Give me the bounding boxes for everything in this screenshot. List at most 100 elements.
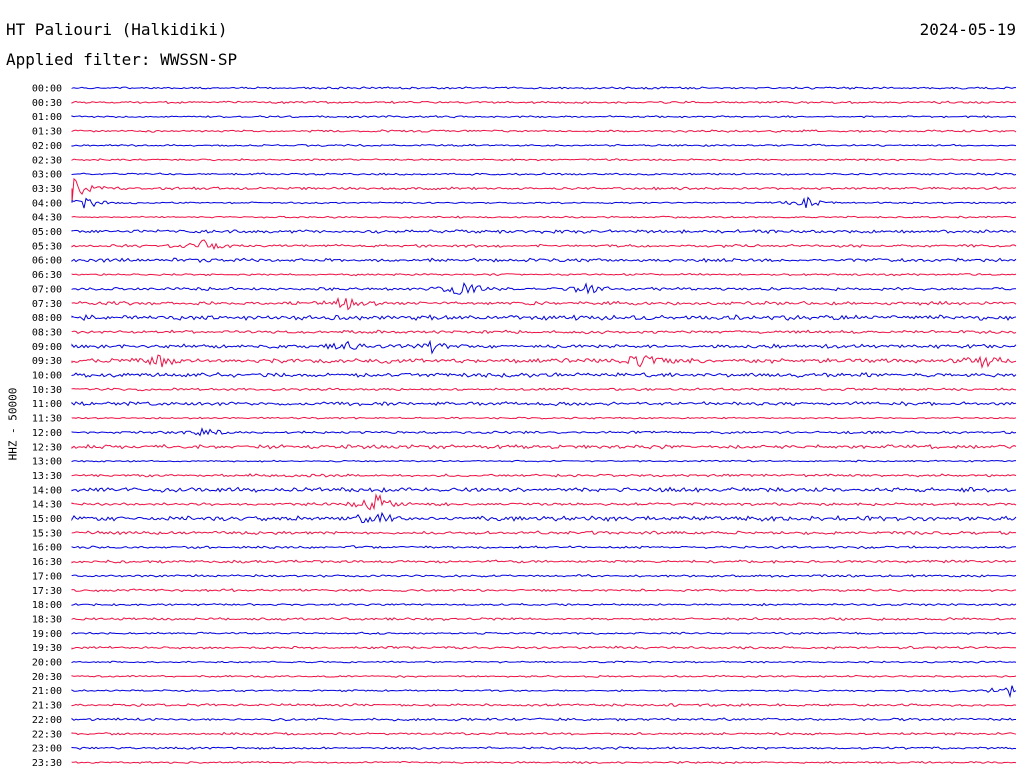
seismogram-trace [71, 588, 1017, 593]
row-time-label: 17:00 [32, 571, 62, 582]
row-time-label: 01:30 [32, 127, 62, 138]
row-time-label: 10:00 [32, 371, 62, 382]
seismogram-trace [71, 313, 1017, 322]
row-time-label: 19:30 [32, 643, 62, 654]
seismogram-trace [71, 674, 1017, 678]
seismogram-trace [71, 631, 1017, 635]
seismogram-trace [71, 493, 1017, 511]
seismogram-trace [71, 746, 1017, 750]
seismogram-trace [71, 215, 1017, 219]
row-time-label: 20:00 [32, 658, 62, 669]
seismogram-trace [71, 602, 1017, 607]
row-time-label: 09:30 [32, 356, 62, 367]
row-time-label: 12:00 [32, 428, 62, 439]
row-time-label: 09:00 [32, 342, 62, 353]
seismogram-trace [71, 645, 1017, 650]
row-time-label: 23:00 [32, 744, 62, 755]
row-time-label: 18:30 [32, 614, 62, 625]
row-time-label: 22:30 [32, 729, 62, 740]
seismogram-trace [71, 731, 1017, 736]
row-time-label: 20:30 [32, 672, 62, 683]
row-time-label: 07:30 [32, 299, 62, 310]
row-time-label: 01:00 [32, 112, 62, 123]
row-time-label: 16:30 [32, 557, 62, 568]
seismogram-trace [71, 401, 1017, 407]
seismogram-trace [71, 387, 1017, 392]
row-time-label: 15:00 [32, 514, 62, 525]
seismogram-trace [71, 372, 1017, 378]
row-time-label: 18:00 [32, 600, 62, 611]
row-time-label: 04:00 [32, 198, 62, 209]
row-time-label: 14:00 [32, 485, 62, 496]
seismogram-trace [71, 281, 1016, 295]
seismogram-trace [71, 239, 1017, 251]
row-time-label: 17:30 [32, 586, 62, 597]
row-time-label: 19:00 [32, 629, 62, 640]
seismogram-trace [71, 143, 1017, 147]
seismogram-trace [71, 685, 1017, 699]
row-time-label: 02:00 [32, 141, 62, 152]
seismogram-trace [71, 86, 1016, 90]
row-time-label: 14:30 [32, 500, 62, 511]
row-time-label: 06:00 [32, 256, 62, 267]
row-time-label: 15:30 [32, 528, 62, 539]
row-time-label: 21:00 [32, 686, 62, 697]
seismogram-trace [71, 717, 1016, 722]
row-time-label: 13:30 [32, 471, 62, 482]
row-time-label: 03:30 [32, 184, 62, 195]
seismogram-trace [71, 473, 1017, 478]
row-time-label: 05:30 [32, 241, 62, 252]
station-title: HT Paliouri (Halkidiki) [6, 20, 228, 39]
seismogram-trace [71, 530, 1017, 536]
row-time-label: 08:30 [32, 327, 62, 338]
row-time-label: 04:30 [32, 213, 62, 224]
filter-label: Applied filter: WWSSN-SP [6, 50, 238, 69]
row-time-label: 05:00 [32, 227, 62, 238]
seismogram-trace [71, 559, 1017, 564]
seismogram-trace [71, 257, 1017, 263]
seismogram-trace [71, 296, 1017, 311]
seismogram-trace [71, 511, 1017, 524]
row-time-label: 00:00 [32, 84, 62, 95]
seismogram-trace [71, 459, 1017, 463]
date-label: 2024-05-19 [919, 20, 1016, 39]
row-time-label: 10:30 [32, 385, 62, 396]
seismogram-trace [71, 660, 1017, 664]
seismogram-trace [71, 443, 1017, 450]
seismogram-trace [71, 229, 1017, 235]
row-time-label: 07:00 [32, 284, 62, 295]
seismogram-trace [71, 115, 1017, 119]
seismogram-trace [71, 177, 1017, 203]
seismogram-trace [71, 616, 1017, 622]
row-time-label: 12:30 [32, 442, 62, 453]
row-time-label: 03:00 [32, 170, 62, 181]
seismogram-trace [71, 573, 1017, 578]
row-time-label: 06:30 [32, 270, 62, 281]
row-time-label: 21:30 [32, 701, 62, 712]
row-time-label: 00:30 [32, 98, 62, 109]
row-time-label: 02:30 [32, 155, 62, 166]
seismogram-trace [71, 416, 1017, 420]
row-time-label: 11:00 [32, 399, 62, 410]
row-time-label: 08:00 [32, 313, 62, 324]
seismogram-trace [71, 545, 1017, 550]
row-time-label: 11:30 [32, 414, 62, 425]
row-time-label: 23:30 [32, 758, 62, 769]
seismogram-trace [71, 196, 1017, 209]
seismogram-trace [71, 129, 1017, 133]
seismogram-trace [71, 272, 1017, 277]
row-time-label: 22:00 [32, 715, 62, 726]
seismogram-trace [71, 703, 1017, 707]
row-time-label: 16:00 [32, 543, 62, 554]
seismogram-trace [71, 354, 1017, 370]
seismogram-trace [71, 329, 1017, 335]
seismogram-trace [71, 172, 1017, 176]
seismogram-trace [71, 760, 1017, 765]
seismogram-trace [71, 339, 1017, 355]
seismogram-trace [71, 486, 1017, 493]
seismogram-trace [71, 427, 1017, 437]
row-time-label: 13:00 [32, 457, 62, 468]
seismogram-trace [71, 100, 1017, 105]
seismogram-trace [71, 158, 1017, 162]
